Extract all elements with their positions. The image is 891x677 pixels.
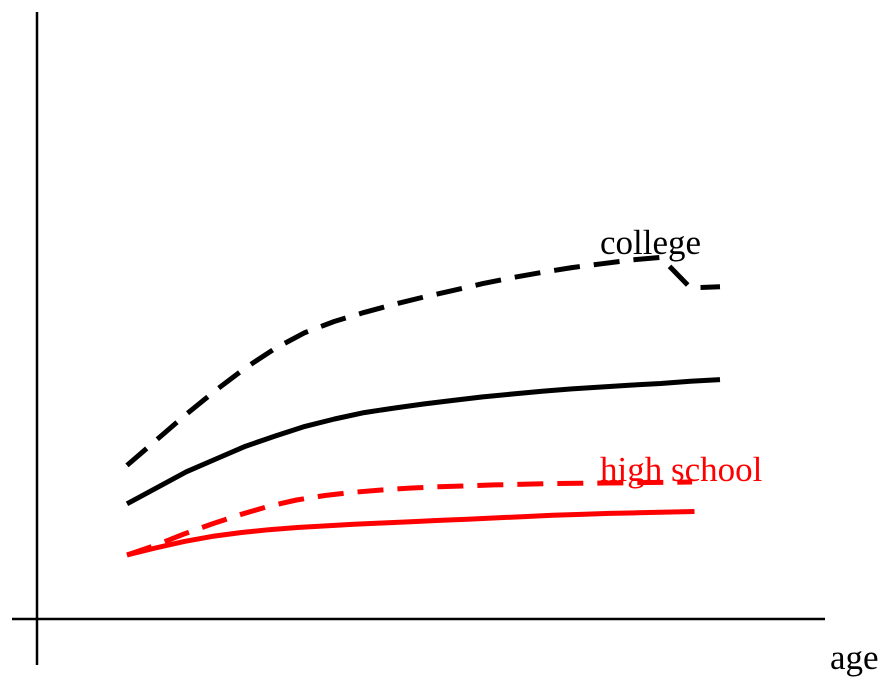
- series-label-high-school: high school: [600, 450, 763, 489]
- series-line-high-school-dashed: [126, 479, 693, 558]
- series-line-college-dashed: [125, 254, 721, 468]
- series-line-high-school-solid: [126, 509, 695, 558]
- series-layer: [125, 254, 721, 558]
- series-line-college-solid: [125, 377, 721, 507]
- x-axis-label: age: [830, 638, 879, 677]
- series-label-college: college: [600, 223, 701, 262]
